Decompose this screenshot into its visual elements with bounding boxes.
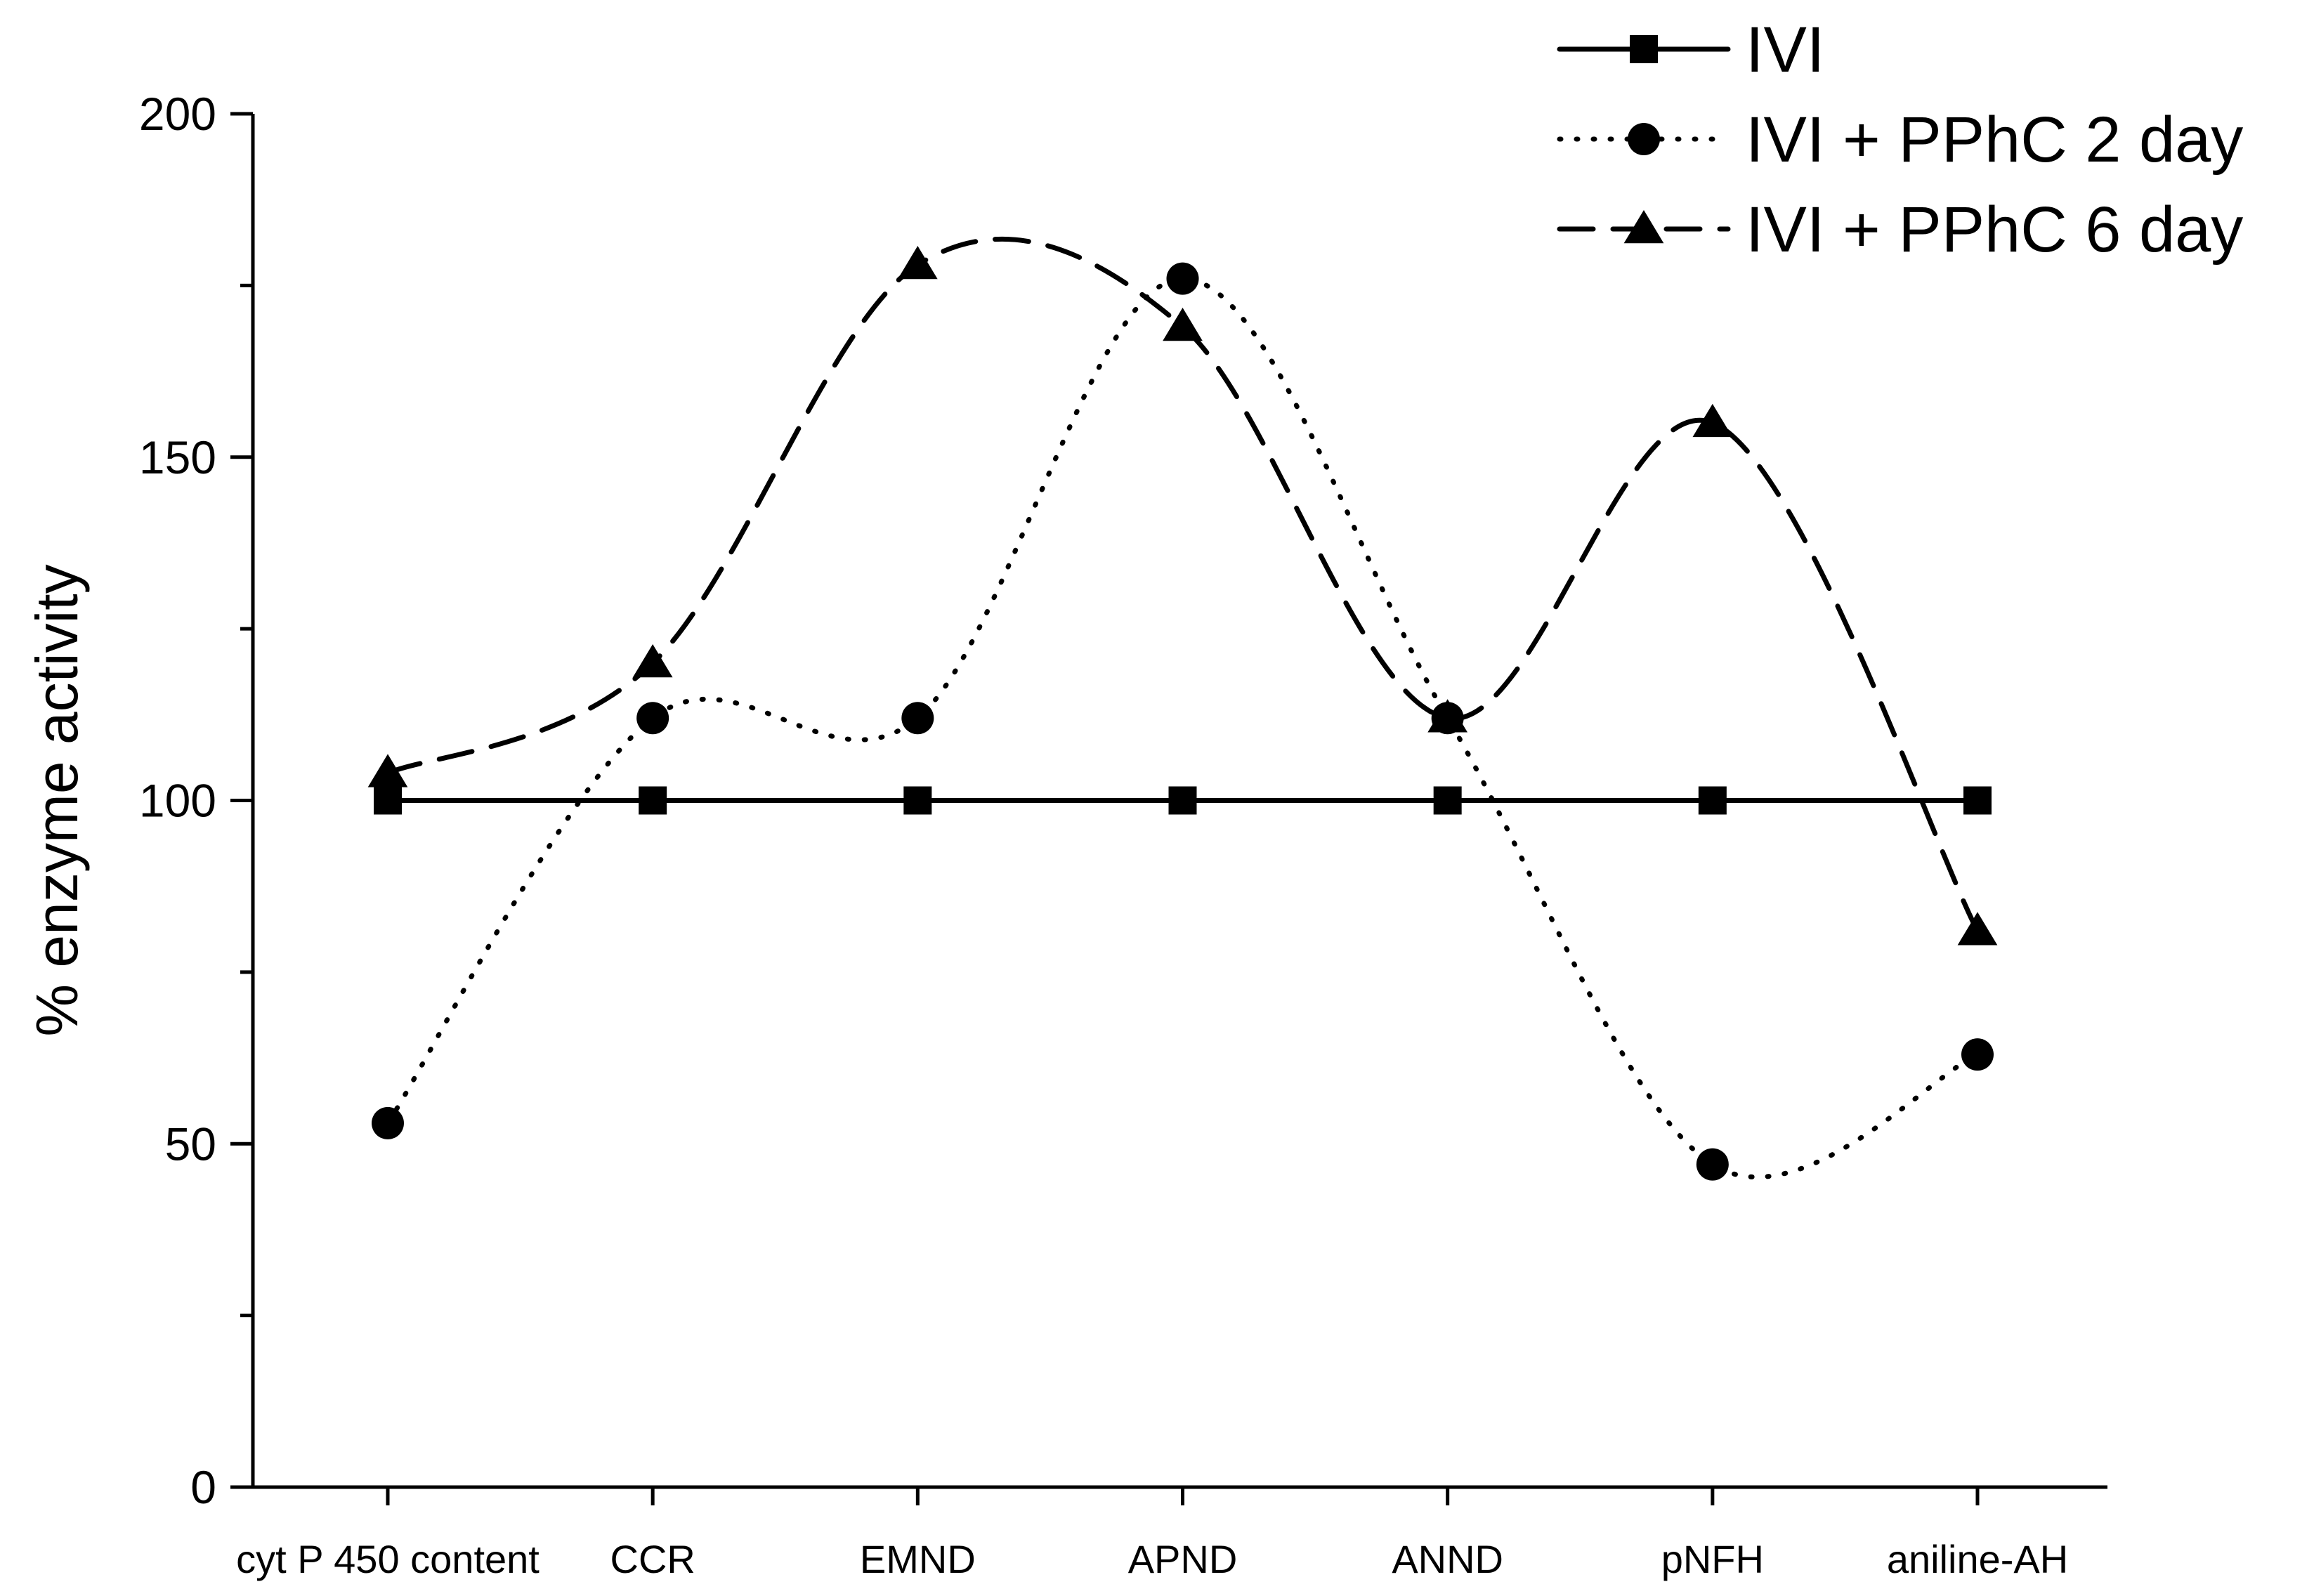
- data-point-s1-4: [1168, 786, 1197, 815]
- y-tick-label: 200: [139, 88, 216, 140]
- series-line-2: [385, 276, 1980, 1179]
- data-point-s1-3: [903, 786, 932, 815]
- data-point-s2-7: [1961, 1038, 1994, 1071]
- data-point-s2-1: [372, 1106, 404, 1139]
- legend-marker-2: [1628, 123, 1660, 155]
- data-point-s2-4: [1166, 262, 1199, 295]
- y-tick-label: 50: [165, 1118, 216, 1170]
- data-point-s3-5: [1427, 699, 1468, 733]
- y-tick-label: 0: [190, 1461, 216, 1513]
- legend-label-3: IVI + PPhC 6 day: [1746, 194, 2243, 266]
- data-point-s3-7: [1957, 912, 1998, 946]
- data-point-s3-2: [632, 644, 673, 678]
- data-point-s1-2: [639, 786, 667, 815]
- data-point-s1-6: [1698, 786, 1727, 815]
- data-point-s3-4: [1163, 308, 1203, 341]
- y-axis-title: % enzyme activity: [24, 564, 90, 1036]
- data-point-s2-2: [636, 702, 669, 735]
- x-tick-label: CCR: [610, 1537, 695, 1581]
- legend-label-2: IVI + PPhC 2 day: [1746, 104, 2243, 176]
- data-point-s3-1: [367, 754, 408, 787]
- x-tick-label: pNFH: [1661, 1537, 1764, 1581]
- data-point-s1-1: [374, 786, 402, 815]
- x-tick-label: aniline-AH: [1887, 1537, 2068, 1581]
- data-point-s2-3: [901, 702, 934, 735]
- y-tick-label: 150: [139, 431, 216, 483]
- legend-marker-3: [1623, 210, 1664, 244]
- x-tick-label: EMND: [860, 1537, 976, 1581]
- data-point-s2-6: [1696, 1148, 1729, 1181]
- legend-marker-1: [1630, 35, 1658, 63]
- series-lines: [385, 236, 1980, 1179]
- axes: 0 50 100 150 200 cyt P 450 content CCR EMND APND…: [24, 88, 2107, 1581]
- series-line-3: [385, 236, 1980, 934]
- x-tick-label: ANND: [1392, 1537, 1503, 1581]
- data-point-s1-7: [1963, 786, 1992, 815]
- x-tick-label: cyt P 450 content: [236, 1537, 540, 1581]
- data-point-s3-6: [1692, 403, 1733, 438]
- y-tick-label: 100: [139, 775, 216, 827]
- data-markers: [367, 246, 1998, 1181]
- x-tick-label: APND: [1128, 1537, 1238, 1581]
- legend: IVI IVI + PPhC 2 day IVI + PPhC 6 day: [1557, 14, 2243, 266]
- data-point-s3-3: [897, 246, 938, 280]
- data-point-s1-5: [1433, 786, 1462, 815]
- legend-label-1: IVI: [1746, 14, 1824, 86]
